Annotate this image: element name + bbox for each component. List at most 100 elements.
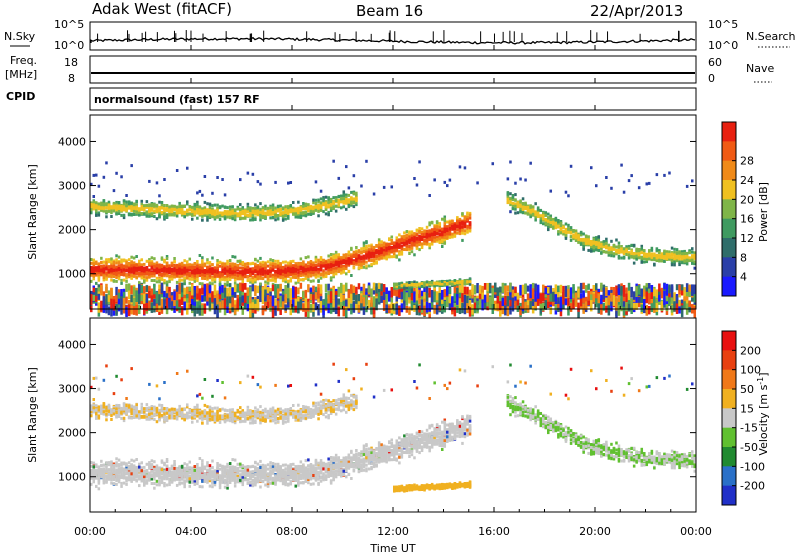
echo-cell bbox=[90, 279, 93, 283]
echo-cell bbox=[514, 207, 517, 211]
echo-cell bbox=[211, 191, 214, 195]
echo-cell bbox=[216, 213, 219, 217]
echo-cell bbox=[274, 206, 277, 210]
echo-cell bbox=[322, 197, 325, 201]
echo-cell bbox=[90, 205, 93, 209]
echo-cell bbox=[244, 283, 247, 290]
echo-cell bbox=[304, 263, 308, 267]
echo-cell bbox=[251, 206, 255, 210]
echo-cell bbox=[127, 201, 131, 205]
echo-cell bbox=[175, 273, 179, 277]
echo-cell bbox=[405, 286, 409, 296]
freq-label: Freq. bbox=[10, 54, 37, 67]
echo-cell bbox=[456, 280, 459, 284]
echo-cell bbox=[352, 174, 356, 178]
echo-cell bbox=[249, 286, 252, 297]
echo-cell bbox=[160, 265, 164, 269]
echo-cell bbox=[458, 229, 462, 233]
echo-cell bbox=[403, 231, 406, 235]
echo-cell bbox=[183, 263, 186, 267]
echo-cell bbox=[125, 262, 128, 266]
echo-cell bbox=[362, 244, 366, 248]
echo-cell bbox=[461, 221, 464, 225]
echo-cell bbox=[241, 295, 245, 303]
echo-cell bbox=[198, 212, 202, 216]
echo-cell bbox=[304, 256, 308, 260]
echo-cell bbox=[274, 265, 277, 269]
echo-cell bbox=[100, 206, 103, 210]
echo-cell bbox=[211, 215, 214, 219]
echo-cell bbox=[112, 271, 116, 275]
echo-cell bbox=[110, 287, 113, 299]
echo-cell bbox=[448, 223, 452, 227]
echo-cell bbox=[90, 208, 93, 212]
echo-cell bbox=[206, 213, 209, 217]
echo-cell bbox=[150, 261, 154, 265]
echo-cell bbox=[400, 287, 404, 300]
echo-cell bbox=[309, 263, 313, 267]
echo-cell bbox=[117, 301, 121, 308]
echo-cell bbox=[488, 282, 492, 294]
echo-cell bbox=[430, 242, 434, 246]
echo-cell bbox=[377, 240, 381, 244]
echo-cell bbox=[281, 266, 285, 270]
echo-cell bbox=[228, 267, 232, 271]
echo-cell bbox=[418, 236, 421, 240]
echo-cell bbox=[140, 291, 144, 301]
echo-cell bbox=[158, 304, 161, 312]
echo-cell bbox=[259, 202, 262, 206]
echo-cell bbox=[398, 288, 401, 298]
echo-cell bbox=[173, 204, 176, 208]
echo-cell bbox=[130, 205, 133, 209]
echo-cell bbox=[443, 227, 447, 231]
echo-cell bbox=[410, 285, 414, 288]
echo-cell bbox=[314, 205, 318, 209]
echo-cell bbox=[337, 198, 341, 202]
echo-cell bbox=[216, 293, 219, 305]
echo-cell bbox=[319, 300, 323, 310]
echo-cell bbox=[276, 274, 280, 278]
echo-cell bbox=[269, 204, 272, 208]
echo-cell bbox=[509, 192, 512, 196]
echo-cell bbox=[458, 298, 462, 309]
echo-cell bbox=[92, 201, 96, 205]
echo-cell bbox=[120, 278, 123, 282]
echo-cell bbox=[155, 261, 159, 265]
echo-cell bbox=[120, 263, 123, 267]
echo-cell bbox=[324, 212, 328, 216]
echo-cell bbox=[203, 264, 207, 268]
echo-cell bbox=[271, 297, 275, 307]
echo-cell bbox=[110, 278, 113, 282]
echo-cell bbox=[163, 178, 166, 181]
echo-cell bbox=[304, 203, 308, 207]
echo-cell bbox=[355, 286, 358, 295]
echo-cell bbox=[271, 216, 275, 219]
echo-cell bbox=[511, 289, 515, 298]
echo-cell bbox=[256, 272, 260, 276]
echo-cell bbox=[191, 205, 194, 209]
echo-cell bbox=[443, 282, 447, 286]
echo-cell bbox=[337, 286, 341, 297]
echo-cell bbox=[299, 267, 303, 271]
echo-cell bbox=[355, 303, 358, 311]
echo-cell bbox=[279, 264, 282, 267]
echo-cell bbox=[213, 298, 217, 310]
echo-cell bbox=[317, 274, 320, 278]
echo-cell bbox=[367, 244, 371, 248]
echo-cell bbox=[388, 242, 391, 246]
echo-cell bbox=[481, 292, 484, 302]
echo-cell bbox=[461, 225, 464, 229]
echo-cell bbox=[90, 182, 93, 186]
echo-cell bbox=[246, 262, 250, 266]
echo-cell bbox=[236, 298, 240, 310]
echo-cell bbox=[362, 304, 366, 315]
echo-cell bbox=[150, 266, 154, 270]
echo-cell bbox=[279, 276, 282, 280]
echo-cell bbox=[382, 292, 386, 299]
echo-cell bbox=[441, 227, 444, 231]
echo-cell bbox=[105, 258, 108, 262]
echo-cell bbox=[254, 258, 257, 262]
echo-cell bbox=[236, 271, 240, 275]
echo-cell bbox=[201, 287, 204, 295]
echo-cell bbox=[463, 294, 467, 307]
